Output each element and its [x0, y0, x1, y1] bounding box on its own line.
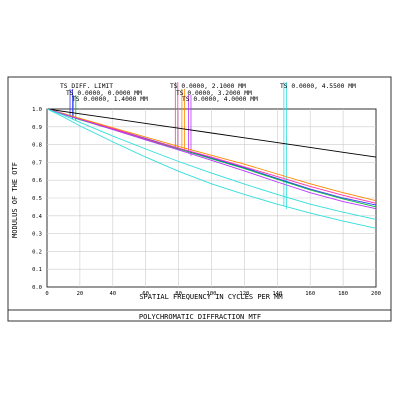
legend-entry: TS DIFF. LIMIT	[60, 83, 113, 90]
series-line	[46, 108, 377, 220]
x-tick-labels: 0 20 40 60 80 100 120 140 160 180 200	[45, 291, 381, 297]
legend-entry: TS 0.0000, 0.0000 MM	[66, 90, 142, 97]
y-tick-label: 0.7	[32, 160, 42, 166]
y-tick-label: 0.4	[32, 214, 43, 220]
x-tick-label: 0	[45, 291, 48, 297]
y-tick-label: 0.1	[32, 267, 42, 273]
x-tick-label: 160	[305, 291, 315, 297]
chart-title: POLYCHROMATIC DIFFRACTION MTF	[139, 313, 261, 321]
y-tick-label: 1.0	[32, 107, 42, 113]
y-tick-label: 0.8	[32, 143, 42, 149]
grid	[47, 109, 376, 287]
x-tick-label: 100	[207, 291, 217, 297]
x-tick-label: 140	[272, 291, 282, 297]
x-tick-label: 80	[175, 291, 182, 297]
series-lines	[46, 108, 377, 229]
x-tick-label: 40	[109, 291, 116, 297]
y-tick-label: 0.3	[32, 232, 42, 238]
legend-entry: TS 0.0000, 4.0000 MM	[182, 96, 258, 103]
series-line	[46, 108, 377, 210]
y-tick-labels: 0.0 0.1 0.2 0.3 0.4 0.5 0.6 0.7 0.8 0.9 1.0	[32, 107, 43, 291]
y-tick-label: 0.0	[32, 285, 42, 291]
legend-markers	[69, 82, 287, 210]
y-tick-label: 0.9	[32, 125, 42, 131]
x-tick-label: 200	[371, 291, 381, 297]
series-line	[46, 108, 377, 158]
x-tick-label: 120	[239, 291, 249, 297]
chart-frame	[7, 76, 392, 322]
y-tick-label: 0.5	[32, 196, 42, 202]
y-tick-label: 0.2	[32, 249, 42, 255]
x-axis-label: SPATIAL FREQUENCY IN CYCLES PER MM	[139, 293, 282, 301]
series-line	[46, 108, 377, 229]
legend-entry: TS 0.0000, 2.1000 MM	[170, 83, 246, 90]
x-tick-label: 180	[338, 291, 348, 297]
series-line	[46, 108, 377, 202]
x-tick-label: 60	[142, 291, 149, 297]
legend-entry: TS 0.0000, 3.2000 MM	[176, 90, 252, 97]
x-tick-label: 20	[77, 291, 84, 297]
y-tick-label: 0.6	[32, 178, 42, 184]
legend-entry: TS 0.0000, 1.4000 MM	[72, 96, 148, 103]
legend-entry: TS 0.0000, 4.5500 MM	[280, 83, 356, 90]
y-axis-label: MODULUS OF THE OTF	[11, 162, 19, 238]
